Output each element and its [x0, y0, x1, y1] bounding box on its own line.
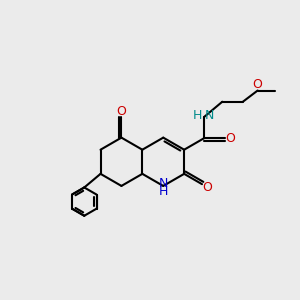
- Text: N: N: [159, 177, 168, 190]
- Text: O: O: [253, 77, 262, 91]
- Text: H: H: [193, 109, 202, 122]
- Text: H: H: [159, 185, 168, 198]
- Text: N: N: [205, 109, 214, 122]
- Text: O: O: [202, 181, 212, 194]
- Text: O: O: [116, 105, 126, 118]
- Text: O: O: [226, 132, 236, 145]
